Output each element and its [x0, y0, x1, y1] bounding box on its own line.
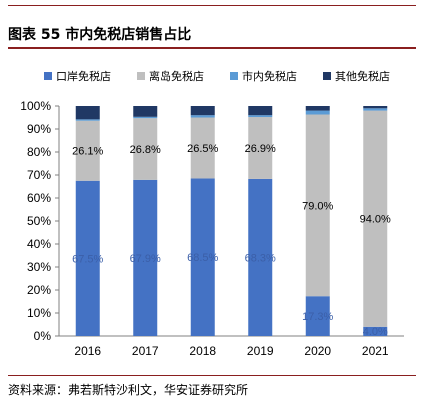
bar-segment: [248, 117, 273, 179]
bar-segment: [75, 106, 100, 120]
data-label: 26.5%: [187, 143, 218, 155]
bar-segment: [133, 116, 158, 119]
legend: 口岸免税店 离岛免税店 市内免税店 其他免税店: [44, 68, 416, 84]
bar-segment: [363, 106, 388, 109]
data-label: 67.9%: [130, 253, 161, 265]
bar-segment: [248, 115, 273, 118]
stacked-bar-chart: 0% 10% 20% 30% 40% 50% 60% 70% 80% 90% 100% 67.5% 26…: [20, 99, 404, 358]
data-label: 4.0%: [363, 326, 388, 338]
y-tick-label: 50%: [27, 214, 51, 228]
legend-item: 离岛免税店: [137, 68, 204, 84]
legend-item: 口岸免税店: [44, 68, 111, 84]
legend-swatch: [323, 72, 331, 80]
source-rule: [8, 375, 416, 376]
x-tick-label: 2017: [132, 344, 159, 358]
bar-segment: [305, 106, 330, 111]
y-tick-label: 40%: [27, 237, 51, 251]
title-rule: [8, 47, 416, 49]
bar-segment: [363, 110, 388, 327]
legend-label: 口岸免税店: [56, 70, 111, 83]
data-label: 26.1%: [72, 146, 103, 158]
x-tick-label: 2020: [304, 344, 331, 358]
legend-label: 市内免税店: [242, 70, 297, 83]
data-label: 17.3%: [302, 311, 333, 323]
y-tick-label: 20%: [27, 283, 51, 297]
bar-segment: [75, 119, 100, 121]
legend-swatch: [230, 72, 238, 80]
bar-segment: [190, 178, 215, 336]
bar-segment: [75, 120, 100, 181]
y-tick-label: 0%: [34, 329, 52, 343]
bar-segment: [190, 117, 215, 179]
y-tick-label: 90%: [27, 122, 51, 136]
data-label: 26.9%: [245, 143, 276, 155]
bar-segment: [305, 296, 330, 336]
y-tick-label: 30%: [27, 260, 51, 274]
data-label: 67.5%: [72, 253, 103, 265]
x-tick-label: 2021: [362, 344, 389, 358]
bar-segment: [248, 178, 273, 336]
bar-segment: [133, 179, 158, 336]
data-label: 68.5%: [187, 252, 218, 264]
data-label: 94.0%: [360, 214, 391, 226]
legend-label: 其他免税店: [335, 70, 390, 83]
top-rule: [8, 5, 416, 6]
y-tick-label: 70%: [27, 168, 51, 182]
bar-segment: [305, 110, 330, 115]
data-label: 79.0%: [302, 200, 333, 212]
x-tick-label: 2019: [247, 344, 274, 358]
y-tick-label: 80%: [27, 145, 51, 159]
bar-segment: [133, 118, 158, 180]
y-tick-label: 100%: [20, 99, 51, 113]
x-tick-label: 2016: [74, 344, 101, 358]
y-tick-label: 10%: [27, 306, 51, 320]
bar-segment: [248, 106, 273, 116]
bar-segment: [305, 114, 330, 297]
legend-label: 离岛免税店: [149, 70, 204, 83]
data-label: 26.8%: [130, 144, 161, 156]
legend-item: 其他免税店: [323, 68, 390, 84]
legend-swatch: [137, 72, 145, 80]
legend-swatch: [44, 72, 52, 80]
x-tick-label: 2018: [189, 344, 216, 358]
y-tick-label: 60%: [27, 191, 51, 205]
chart-title: 图表 55 市内免税店销售占比: [8, 27, 192, 43]
bar-segment: [75, 180, 100, 336]
bar-segment: [190, 115, 215, 118]
bar-segment: [363, 326, 388, 336]
source-note: 资料来源：弗若斯特沙利文，华安证券研究所: [8, 383, 249, 397]
bar-segment: [363, 108, 388, 111]
bar-segment: [133, 106, 158, 117]
bar-segment: [190, 106, 215, 116]
data-label: 68.3%: [245, 252, 276, 264]
legend-item: 市内免税店: [230, 68, 297, 84]
